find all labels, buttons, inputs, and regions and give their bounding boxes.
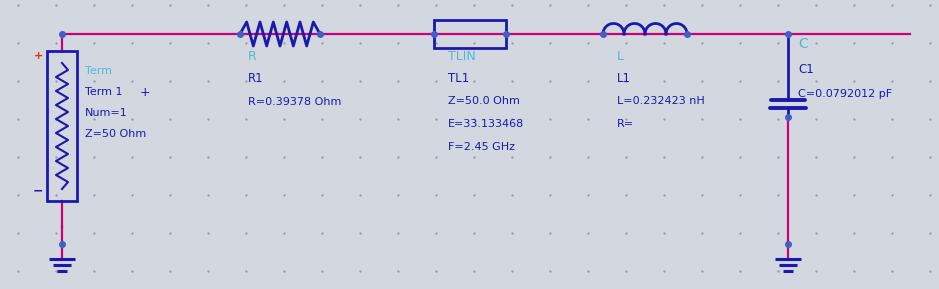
Text: E=33.133468: E=33.133468 — [448, 119, 524, 129]
Text: +: + — [140, 86, 150, 99]
Bar — [434, 20, 506, 48]
Text: L=0.232423 nH: L=0.232423 nH — [617, 96, 705, 106]
Text: R=: R= — [617, 119, 634, 129]
Text: TL1: TL1 — [448, 71, 470, 84]
Text: Term: Term — [85, 66, 112, 76]
Bar — [47, 51, 77, 201]
Text: Z=50.0 Ohm: Z=50.0 Ohm — [448, 96, 520, 106]
Text: R=0.39378 Ohm: R=0.39378 Ohm — [248, 97, 342, 107]
Text: Num=1: Num=1 — [85, 108, 128, 118]
Text: +: + — [34, 51, 43, 61]
Text: Z=50 Ohm: Z=50 Ohm — [85, 129, 146, 139]
Text: C1: C1 — [798, 62, 814, 75]
Text: F=2.45 GHz: F=2.45 GHz — [448, 142, 515, 152]
Text: C: C — [798, 37, 808, 51]
Text: L: L — [617, 49, 624, 62]
Text: C=0.0792012 pF: C=0.0792012 pF — [798, 89, 892, 99]
Text: L1: L1 — [617, 71, 631, 84]
Text: R: R — [248, 49, 256, 62]
Text: TLIN: TLIN — [448, 49, 476, 62]
Text: R1: R1 — [248, 71, 264, 84]
Text: Term 1: Term 1 — [85, 87, 122, 97]
Text: −: − — [33, 184, 43, 197]
